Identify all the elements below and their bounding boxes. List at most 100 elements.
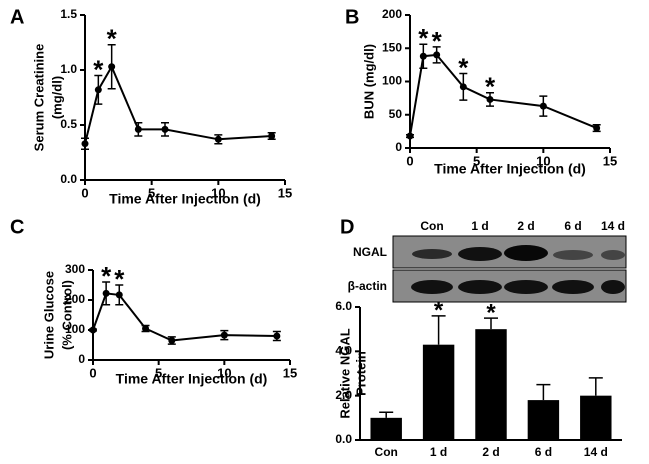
x-tick-label: 5 [148,185,155,200]
y-tick-label: 200 [65,292,85,306]
data-point [486,95,494,103]
y-tick-label: 0.0 [60,172,77,186]
data-point [108,63,116,71]
lane-label: 1 d [471,219,488,233]
significance: * [434,297,444,324]
x-tick-label: 15 [603,153,617,168]
y-tick-label: 4.0 [335,344,352,358]
data-point [593,124,601,132]
lane-label: 6 d [564,219,581,233]
x-tick-label: 2 d [482,445,499,459]
x-axis-label: Time After Injection (d) [116,371,268,387]
x-tick-label: Con [375,445,398,459]
significance: * [93,54,104,84]
x-tick-label: 10 [211,185,225,200]
y-tick-label: 6.0 [335,299,352,313]
data-point [433,51,441,59]
data-point [214,135,222,143]
data-point [273,332,281,340]
y-axis-label: Relative NGAL [337,328,352,418]
data-line [409,53,598,137]
x-tick-label: 6 d [535,445,552,459]
y-axis-label: (% Control) [59,280,74,350]
x-tick-label: 1 d [430,445,447,459]
band [411,280,453,294]
y-tick-label: 1.5 [60,7,77,21]
significance: * [486,299,496,326]
band [412,249,452,259]
band [553,250,593,260]
y-tick-label: 50 [389,107,403,121]
error-bar [588,377,603,396]
significance: * [458,52,469,82]
data-point [168,337,176,344]
x-tick-label: 15 [278,185,292,200]
y-axis-label: Urine Glucose [41,271,56,359]
data-point [81,140,89,148]
y-tick-label: 150 [382,40,402,54]
blot-row-label: NGAL [353,245,387,259]
significance: * [418,23,429,53]
y-axis-label: Protein [353,351,368,396]
lane-label: 14 d [601,219,625,233]
band [601,250,625,260]
y-tick-label: 2.0 [335,388,352,402]
data-point [406,132,414,140]
band [552,280,594,294]
band [458,247,502,261]
y-tick-label: 300 [65,262,85,276]
y-axis-label: Serum Creatinine [31,44,46,152]
band [504,245,548,261]
lane-label: Con [420,219,443,233]
x-tick-label: 0 [81,185,88,200]
x-axis-label: Time After Injection (d) [109,191,261,207]
data-point [539,102,547,110]
error-bar [379,411,394,418]
x-tick-label: 0 [406,153,413,168]
y-axis-label: (mg/dl) [49,76,64,119]
y-tick-label: 100 [382,74,402,88]
bar [475,329,507,440]
significance: * [107,24,118,54]
data-point [459,83,467,91]
significance: * [114,264,125,294]
data-line [92,292,277,342]
y-tick-label: 200 [382,7,402,21]
x-tick-label: 0 [89,365,96,380]
x-tick-label: 10 [536,153,550,168]
data-point [161,125,169,133]
x-tick-label: 5 [155,365,162,380]
x-axis-label: Time After Injection (d) [434,161,586,177]
bar [527,400,560,440]
x-tick-label: 15 [283,365,297,380]
data-point [268,132,276,140]
bar [422,344,455,440]
y-tick-label: 1.0 [60,62,77,76]
y-tick-label: 0 [395,140,402,154]
y-tick-label: 0.0 [335,432,352,446]
blot [392,235,627,303]
band [458,280,502,294]
band [601,280,625,294]
x-tick-label: 10 [217,365,231,380]
panel-label: C [10,216,24,238]
bar [580,395,612,440]
data-point [419,52,427,60]
error-bar [431,315,446,345]
data-point [134,125,142,133]
band [504,280,548,294]
data-line [84,64,272,144]
x-tick-label: 5 [473,153,480,168]
blot-row-label: β-actin [348,279,387,293]
error-bar [536,383,551,401]
y-axis-label: BUN (mg/dl) [361,44,376,119]
y-tick-label: 0.5 [60,117,77,131]
error-bar [484,317,498,330]
significance: * [101,261,112,291]
bar [370,417,402,440]
data-point [220,331,228,339]
y-tick-label: 0 [78,352,85,366]
data-point [89,326,97,334]
panel-label: D [340,216,354,238]
